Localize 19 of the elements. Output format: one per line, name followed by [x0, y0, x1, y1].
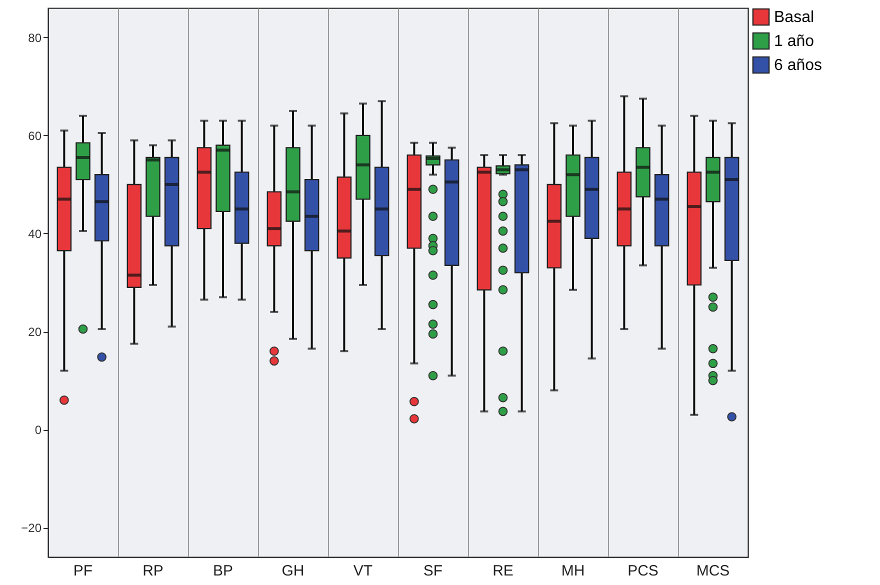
y-tick-label: 80 [28, 30, 42, 45]
x-tick-label: SF [423, 562, 443, 580]
y-tick-label: 40 [28, 226, 42, 241]
x-tick-label: PCS [628, 562, 658, 580]
x-tick-label: RP [142, 562, 164, 580]
x-tick-label: PF [73, 562, 93, 580]
y-tick-label: 0 [34, 423, 42, 438]
legend-label: 6 años [774, 57, 822, 74]
x-tick-label: MCS [696, 562, 730, 580]
y-tick-label: 20 [28, 325, 42, 340]
x-tick-label: MH [561, 562, 585, 580]
x-tick-label: BP [212, 562, 234, 580]
legend-label: Basal [774, 9, 814, 26]
legend-label: 1 año [774, 33, 814, 50]
x-tick-label: RE [492, 562, 514, 580]
x-tick-label: VT [353, 562, 373, 580]
y-tick-label: 60 [28, 128, 42, 143]
y-tick-label: −20 [21, 521, 42, 536]
x-tick-label: GH [282, 562, 304, 580]
